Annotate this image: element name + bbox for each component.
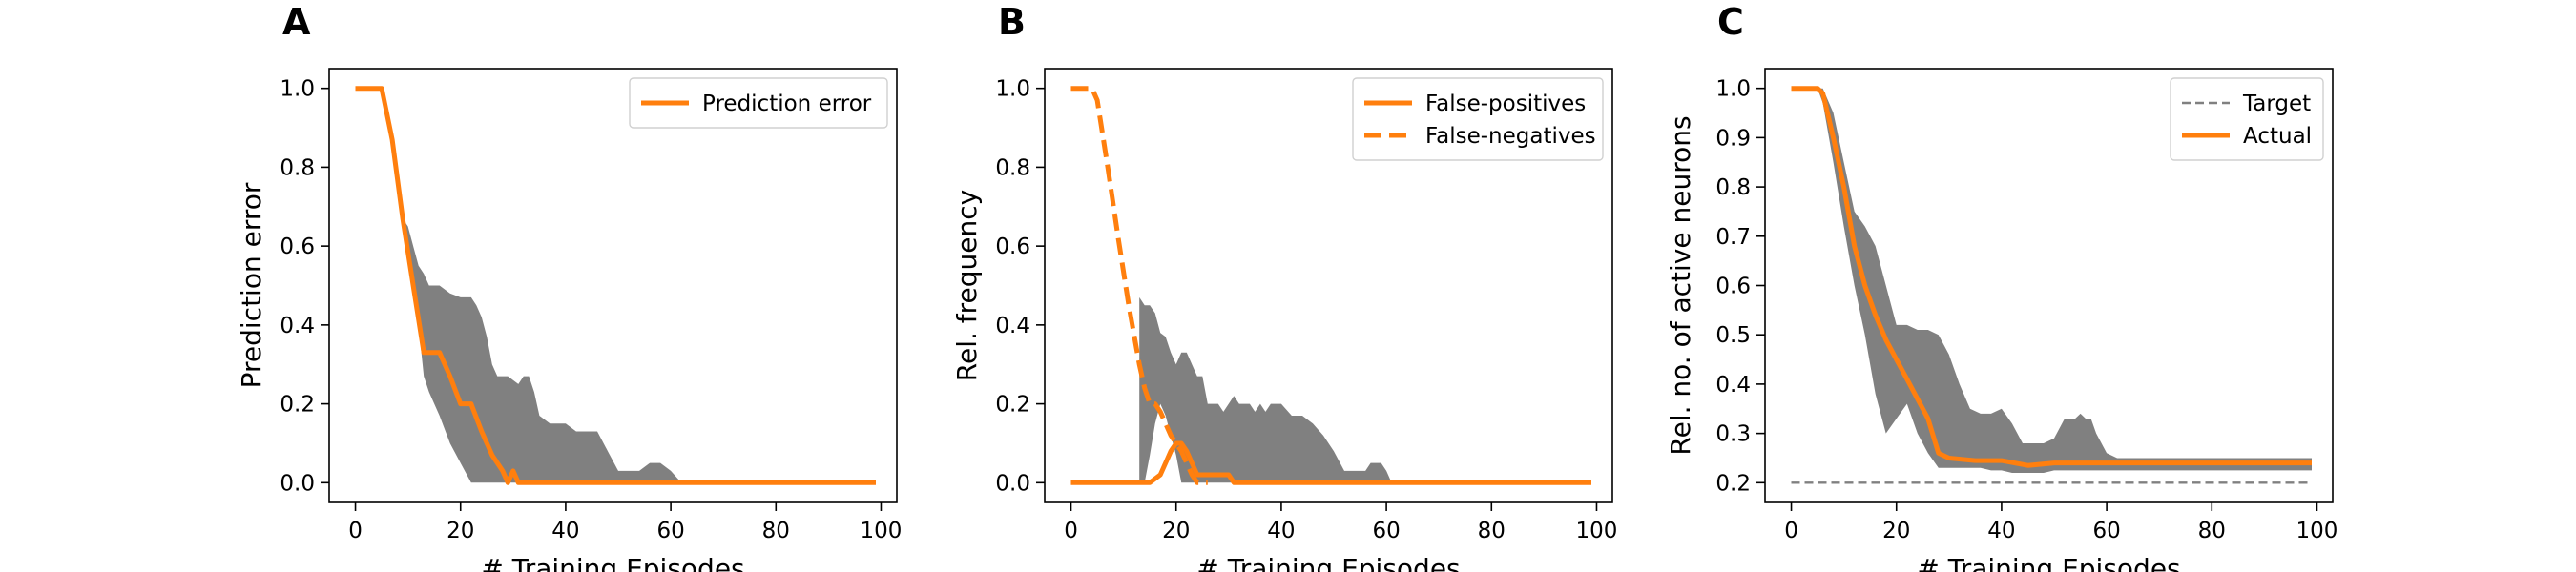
y-tick-label-a-4: 0.8 xyxy=(280,155,315,180)
panel-a: A 0 20 40 60 80 100 0.0 0.2 0.4 0.6 0.8 1.0 Predict… xyxy=(236,1,902,572)
x-axis-label-b: # Training Episodes xyxy=(1196,553,1460,572)
x-tick-label-b-80: 80 xyxy=(1478,519,1506,543)
range-band-a-0 xyxy=(355,88,876,483)
x-tick-label-a-40: 40 xyxy=(551,519,579,543)
legend-label-c-actual: Actual xyxy=(2243,124,2312,149)
x-tick-label-c-0: 0 xyxy=(1784,519,1798,543)
x-axis-label-c: # Training Episodes xyxy=(1917,553,2180,572)
panel-letter-a: A xyxy=(282,1,311,43)
panel-b: B 0 20 40 60 80 100 0.0 0.2 0.4 0.6 0.8 1.0 Rel. fr… xyxy=(951,1,1617,572)
x-tick-label-c-20: 20 xyxy=(1882,519,1910,543)
y-tick-label-c-1: 0.3 xyxy=(1715,422,1751,447)
legend-label-b-false-negatives: False-negatives xyxy=(1425,124,1596,149)
y-tick-label-b-5: 1.0 xyxy=(995,77,1030,102)
y-tick-label-b-4: 0.8 xyxy=(995,155,1030,180)
legend-box-a xyxy=(629,77,888,129)
legend-label-b-false-positives: False-positives xyxy=(1425,92,1586,116)
y-tick-label-c-8: 1.0 xyxy=(1715,77,1751,102)
x-tick-label-b-40: 40 xyxy=(1267,519,1295,543)
series-line-b-false-negatives xyxy=(1070,86,1208,485)
y-tick-label-c-7: 0.9 xyxy=(1715,126,1751,151)
y-tick-label-a-3: 0.6 xyxy=(280,235,315,259)
y-axis-label-b: Rel. frequency xyxy=(951,190,983,381)
y-tick-label-b-0: 0.0 xyxy=(995,471,1030,496)
x-tick-label-b-60: 60 xyxy=(1372,519,1400,543)
panel-letter-c: C xyxy=(1717,1,1744,43)
x-axis-label-a: # Training Episodes xyxy=(481,553,744,572)
legend-c: Target Actual xyxy=(2170,77,2324,161)
legend-b: False-positives False-negatives xyxy=(1352,77,1604,161)
legend-box-c xyxy=(2170,77,2324,161)
x-tick-label-c-40: 40 xyxy=(1987,519,2015,543)
y-tick-label-b-3: 0.6 xyxy=(995,235,1030,259)
y-tick-label-a-1: 0.2 xyxy=(280,393,315,418)
x-tick-label-a-80: 80 xyxy=(762,519,790,543)
y-tick-label-a-2: 0.4 xyxy=(280,314,315,338)
x-tick-label-c-60: 60 xyxy=(2092,519,2120,543)
y-tick-label-c-3: 0.5 xyxy=(1715,323,1751,348)
x-tick-label-a-100: 100 xyxy=(861,519,903,543)
plot-frame-b xyxy=(1044,68,1613,503)
y-tick-label-b-1: 0.2 xyxy=(995,393,1030,418)
y-tick-label-a-5: 1.0 xyxy=(280,77,315,102)
plot-frame-a xyxy=(328,68,898,503)
x-tick-label-a-20: 20 xyxy=(447,519,474,543)
legend-box-b xyxy=(1352,77,1604,161)
y-axis-label-c: Rel. no. of active neurons xyxy=(1665,115,1696,455)
x-tick-label-c-100: 100 xyxy=(2296,519,2338,543)
panel-letter-b: B xyxy=(998,1,1026,43)
legend-label-a-prediction-error: Prediction error xyxy=(702,92,872,116)
legend-a: Prediction error xyxy=(629,77,888,129)
y-tick-label-c-6: 0.8 xyxy=(1715,175,1751,200)
x-tick-label-b-20: 20 xyxy=(1162,519,1190,543)
legend-label-c-target: Target xyxy=(2242,92,2311,116)
y-tick-label-b-2: 0.4 xyxy=(995,314,1030,338)
x-tick-label-a-60: 60 xyxy=(656,519,684,543)
x-tick-label-b-0: 0 xyxy=(1064,519,1078,543)
series-line-b-false-positives xyxy=(1070,440,1591,485)
y-tick-label-a-0: 0.0 xyxy=(280,471,315,496)
panel-c: C 0 20 40 60 80 100 0.2 0.3 0.4 0.5 0.6 0.7 0.8 0.9 1.… xyxy=(1665,1,2337,572)
plot-frame-c xyxy=(1764,68,2334,503)
x-tick-label-a-0: 0 xyxy=(348,519,363,543)
y-axis-label-a: Prediction error xyxy=(236,182,267,388)
x-tick-label-b-100: 100 xyxy=(1576,519,1618,543)
range-band-c-0 xyxy=(1791,88,2312,473)
y-tick-label-c-4: 0.6 xyxy=(1715,275,1751,299)
y-tick-label-c-5: 0.7 xyxy=(1715,225,1751,250)
y-tick-label-c-0: 0.2 xyxy=(1715,471,1751,496)
y-tick-label-c-2: 0.4 xyxy=(1715,373,1751,398)
series-line-c-actual xyxy=(1791,86,2312,468)
range-band-b-0 xyxy=(1139,296,1392,483)
series-line-a-prediction-error xyxy=(355,86,876,485)
x-tick-label-c-80: 80 xyxy=(2198,519,2226,543)
